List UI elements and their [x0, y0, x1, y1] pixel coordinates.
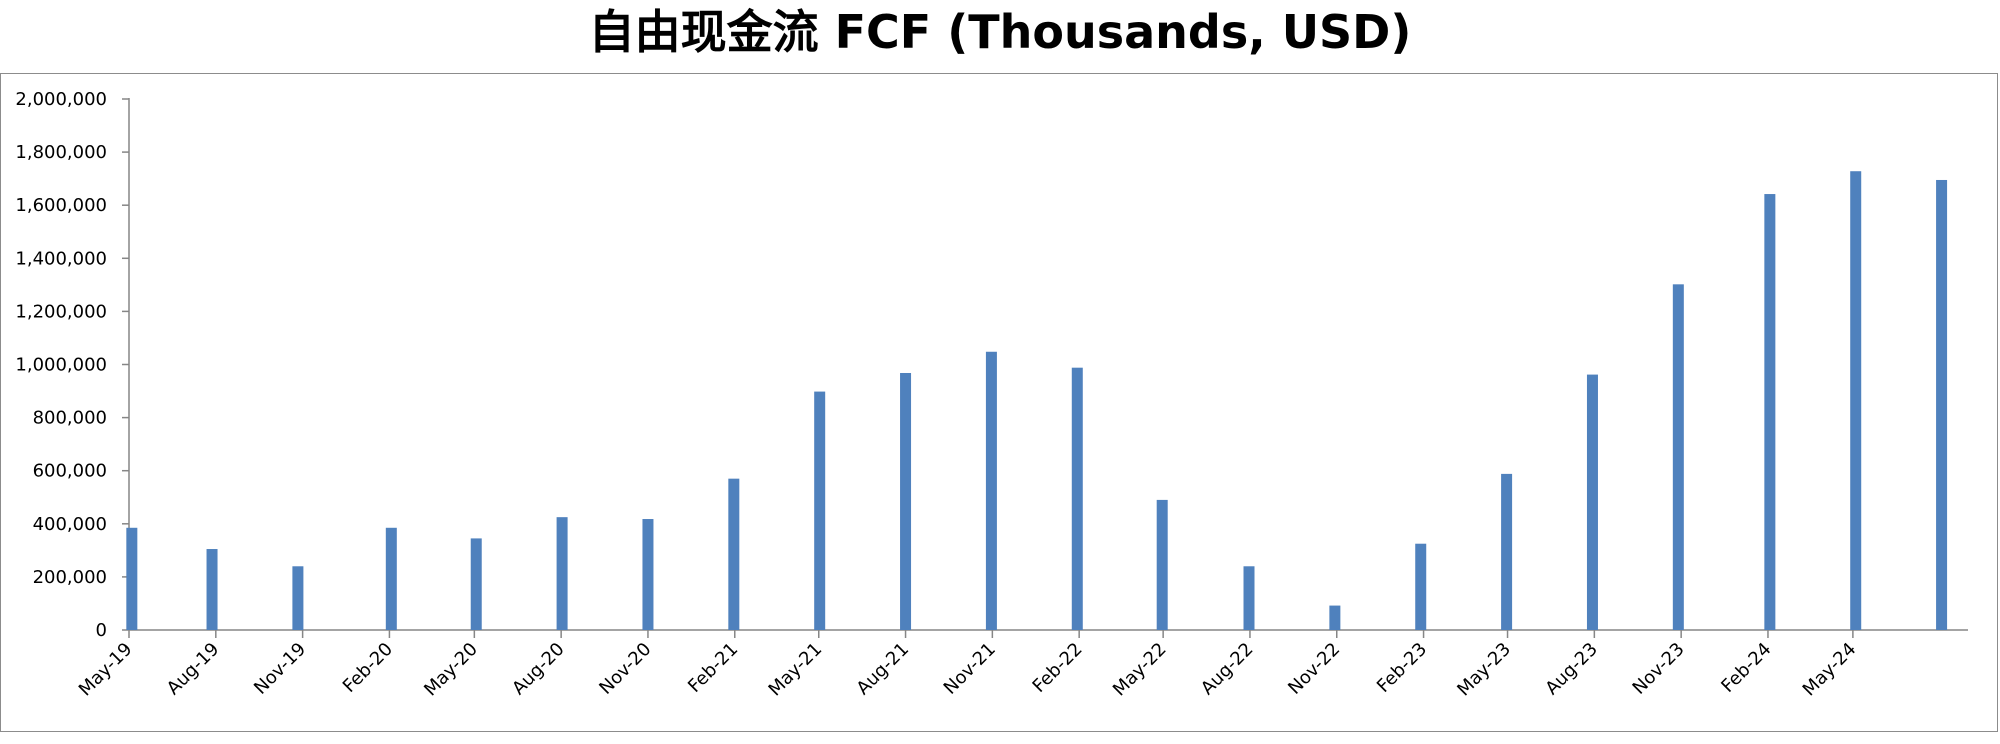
- bar: [126, 527, 138, 630]
- y-axis: 0 200,000 400,000 600,000 800,000 1,000,000 1,…: [15, 89, 130, 641]
- y-tick-label: 1,200,000: [15, 301, 107, 322]
- x-tick-label: Feb-20: [339, 639, 397, 697]
- y-tick-label: 1,800,000: [15, 142, 107, 163]
- bar: [814, 391, 826, 630]
- x-tick-label: Nov-23: [1629, 639, 1689, 699]
- x-tick-label: Nov-22: [1284, 639, 1344, 699]
- chart-frame: [0, 73, 1998, 732]
- bar: [1415, 543, 1427, 630]
- x-tick-label: Aug-21: [853, 639, 913, 699]
- y-tick-label: 400,000: [33, 514, 107, 535]
- bar: [1243, 566, 1255, 630]
- x-tick-label: Aug-22: [1197, 639, 1257, 699]
- bar: [556, 517, 568, 630]
- x-tick-label: Aug-23: [1541, 639, 1601, 699]
- y-tick-label: 1,000,000: [15, 355, 107, 376]
- bar: [1156, 499, 1168, 630]
- x-tick-label: Feb-23: [1373, 639, 1431, 697]
- x-tick-label: Aug-20: [508, 639, 568, 699]
- y-tick-label: 800,000: [33, 408, 107, 429]
- x-tick-label: Nov-19: [250, 639, 310, 699]
- bar: [385, 527, 397, 630]
- x-tick-label: May-22: [1109, 639, 1171, 701]
- bar-series: [126, 171, 1948, 631]
- y-tick-label: 2,000,000: [15, 89, 107, 110]
- bar: [206, 549, 218, 630]
- x-tick-label: Nov-21: [940, 639, 1000, 699]
- chart-title: 自由现金流 FCF (Thousands, USD): [588, 5, 1412, 59]
- bar: [1936, 179, 1948, 631]
- bar: [1586, 374, 1598, 630]
- x-tick-label: Feb-24: [1717, 639, 1775, 697]
- bar: [1672, 284, 1684, 630]
- bar: [470, 538, 482, 630]
- x-tick-label: May-20: [420, 639, 482, 701]
- bar: [1850, 171, 1862, 630]
- x-tick-label: Feb-22: [1029, 639, 1087, 697]
- x-tick-label: May-19: [75, 639, 137, 701]
- x-tick-label: Aug-19: [163, 639, 223, 699]
- x-tick-label: Feb-21: [684, 639, 742, 697]
- x-tick-label: May-21: [765, 639, 827, 701]
- bar: [642, 519, 654, 630]
- bar: [1764, 194, 1776, 630]
- y-tick-label: 600,000: [33, 461, 107, 482]
- bar: [1071, 367, 1083, 630]
- x-axis: May-19 Aug-19 Nov-19 Feb-20 May-20 Aug-20 Nov-…: [75, 629, 1968, 701]
- x-tick-label: May-23: [1453, 639, 1515, 701]
- bar: [1501, 473, 1513, 630]
- y-tick-label: 1,400,000: [15, 248, 107, 269]
- x-tick-label: May-24: [1799, 639, 1861, 701]
- y-tick-label: 200,000: [33, 567, 107, 588]
- bar: [900, 372, 912, 630]
- bar: [292, 566, 304, 630]
- x-tick-label: Nov-20: [595, 639, 655, 699]
- bar: [985, 351, 997, 630]
- y-tick-label: 1,600,000: [15, 195, 107, 216]
- bar: [728, 478, 740, 630]
- bar: [1329, 605, 1341, 630]
- y-tick-label: 0: [96, 620, 107, 641]
